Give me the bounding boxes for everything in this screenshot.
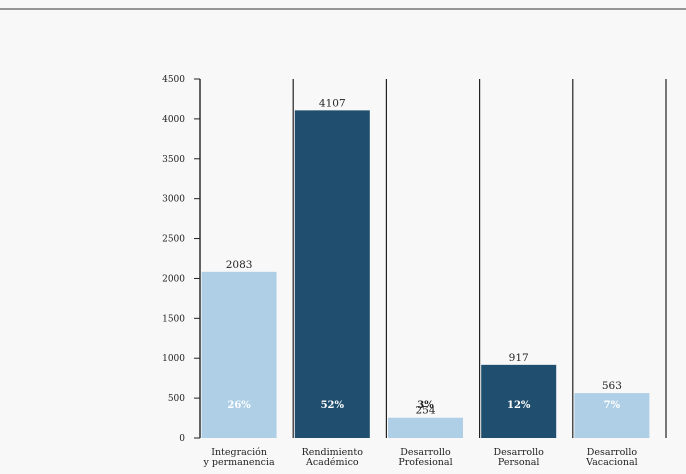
bar — [201, 271, 277, 438]
category-separators — [292, 79, 667, 438]
y-tick-label: 2000 — [162, 274, 185, 284]
category-label: Desarrollo — [400, 447, 451, 458]
bar-percent-label: 52% — [321, 400, 345, 411]
y-tick-label: 4500 — [162, 75, 185, 85]
bar-value-label: 4107 — [319, 97, 346, 109]
bar-percent-label: 12% — [507, 400, 531, 411]
y-tick-label: 4000 — [162, 115, 185, 125]
category-label: Desarrollo — [494, 447, 545, 458]
y-tick-label: 3000 — [162, 195, 185, 205]
bar — [574, 393, 650, 438]
bar-value-label: 917 — [509, 352, 529, 364]
y-tick-label: 500 — [168, 394, 185, 404]
category-label: Integración — [211, 447, 267, 458]
category-label: Desarrollo — [587, 447, 638, 458]
category-label: Académico — [305, 457, 359, 468]
bar — [481, 364, 557, 438]
bar — [294, 110, 370, 439]
bar-value-label: 563 — [602, 380, 622, 392]
y-tick-label: 2500 — [162, 235, 185, 245]
y-tick-label: 3500 — [162, 155, 185, 165]
bar-percent-label: 26% — [227, 400, 251, 411]
y-axis: 0 500 1000 1500 2000 2500 3000 3500 4000 4500 — [162, 75, 201, 444]
category-label: y permanencia — [203, 457, 276, 468]
bar-value-label: 254 — [415, 405, 435, 417]
category-label: Personal — [498, 457, 540, 468]
category-label: Rendimiento — [302, 447, 364, 458]
bar — [388, 417, 463, 438]
bar-value-label: 2083 — [226, 259, 253, 271]
y-tick-label: 1500 — [162, 314, 185, 324]
category-label: Profesional — [398, 457, 452, 468]
bar-percent-label: 7% — [604, 400, 621, 411]
category-label: Vacacional — [585, 457, 638, 468]
bar-percent-label: 3% — [417, 400, 434, 411]
y-tick-label: 0 — [179, 434, 185, 444]
y-tick-label: 1000 — [162, 354, 185, 364]
bars — [201, 110, 650, 439]
